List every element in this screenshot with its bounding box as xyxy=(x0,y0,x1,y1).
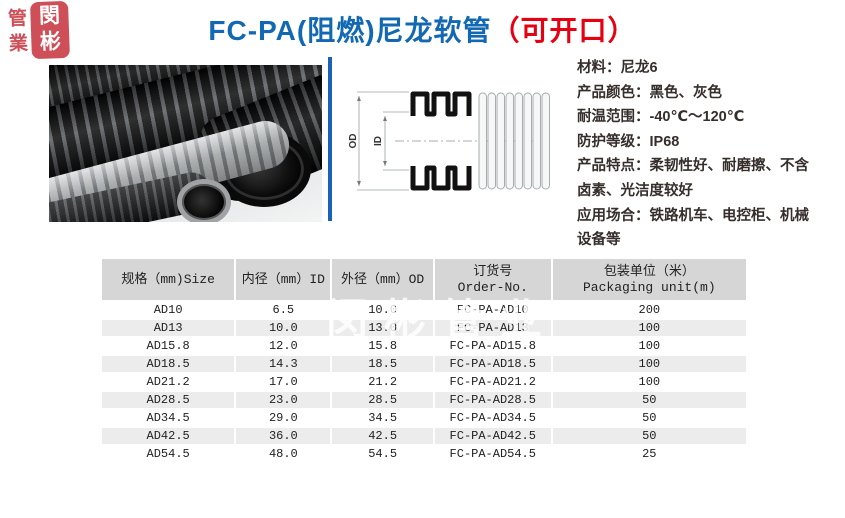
cell-id: 23.0 xyxy=(236,392,331,408)
cell-order: FC-PA-AD18.5 xyxy=(434,356,551,372)
spec-line-color: 产品颜色：黑色、灰色 xyxy=(577,84,722,101)
page-title: FC-PA(阻燃)尼龙软管（可开口） xyxy=(0,9,845,49)
table-row: AD10 6.5 10.0 FC-PA-AD10 200 xyxy=(102,302,746,318)
cell-od: 34.5 xyxy=(332,410,433,426)
tube-open-end xyxy=(177,179,231,222)
column-header-od: 外径（mm）OD xyxy=(332,259,433,300)
cell-id: 14.3 xyxy=(236,356,331,372)
cell-size: AD34.5 xyxy=(102,410,235,426)
table-row: AD13 10.0 13.0 FC-PA-AD13 100 xyxy=(102,320,746,336)
cell-order: FC-PA-AD28.5 xyxy=(434,392,551,408)
table-row: AD18.5 14.3 18.5 FC-PA-AD18.5 100 xyxy=(102,356,746,372)
product-photo xyxy=(49,65,322,222)
page-title-note: （可开口） xyxy=(491,15,637,46)
cell-pack: 50 xyxy=(552,410,746,426)
cell-pack: 50 xyxy=(552,428,746,444)
table-row: AD21.2 17.0 21.2 FC-PA-AD21.2 100 xyxy=(102,374,746,390)
spec-line-applications-2: 设备等 xyxy=(577,232,621,249)
spec-line-features-1: 产品特点：柔韧性好、耐磨擦、不含 xyxy=(577,158,809,175)
id-dimension-label: ID xyxy=(373,136,384,146)
column-header-packaging-cn: 包装单位（米） xyxy=(603,263,695,279)
spec-line-applications-1: 应用场合：铁路机车、电控柜、机械 xyxy=(577,207,809,224)
cell-od: 42.5 xyxy=(332,428,433,444)
spec-line-material: 材料：尼龙6 xyxy=(577,60,658,76)
cell-id: 17.0 xyxy=(236,374,331,390)
cell-od: 10.0 xyxy=(332,302,433,318)
cell-size: AD15.8 xyxy=(102,338,235,354)
cell-order: FC-PA-AD54.5 xyxy=(434,446,551,462)
cell-size: AD54.5 xyxy=(102,446,235,462)
cell-od: 28.5 xyxy=(332,392,433,408)
column-header-size: 规格（mm)Size xyxy=(102,259,235,300)
spec-line-protection: 防护等级：IP68 xyxy=(577,133,680,150)
od-id-dimension-diagram: OD ID xyxy=(348,91,550,191)
cell-pack: 100 xyxy=(552,338,746,354)
column-header-packaging: 包装单位（米） Packaging unit(m) xyxy=(552,259,746,300)
od-dimension-label: OD xyxy=(348,134,359,149)
specification-table: 规格（mm)Size 内径（mm）ID 外径（mm）OD 订货号 Order-N… xyxy=(100,257,748,464)
cell-id: 6.5 xyxy=(236,302,331,318)
cell-order: FC-PA-AD21.2 xyxy=(434,374,551,390)
product-specs: 材料：尼龙6 产品颜色：黑色、灰色 耐温范围：-40℃～120℃ 防护等级：IP… xyxy=(577,56,842,253)
column-header-order-cn: 订货号 xyxy=(473,263,513,279)
spec-line-features-2: 卤素、光洁度较好 xyxy=(577,182,693,199)
column-header-packaging-en: Packaging unit(m) xyxy=(583,279,716,295)
corrugation-rings xyxy=(478,92,550,190)
column-header-order: 订货号 Order-No. xyxy=(434,259,551,300)
cell-size: AD13 xyxy=(102,320,235,336)
cell-id: 48.0 xyxy=(236,446,331,462)
cell-pack: 100 xyxy=(552,320,746,336)
cell-id: 12.0 xyxy=(236,338,331,354)
page-title-main: FC-PA(阻燃)尼龙软管 xyxy=(208,15,492,46)
table-row: AD42.5 36.0 42.5 FC-PA-AD42.5 50 xyxy=(102,428,746,444)
cell-size: AD18.5 xyxy=(102,356,235,372)
cell-size: AD10 xyxy=(102,302,235,318)
cell-od: 15.8 xyxy=(332,338,433,354)
table-row: AD28.5 23.0 28.5 FC-PA-AD28.5 50 xyxy=(102,392,746,408)
cell-id: 10.0 xyxy=(236,320,331,336)
cell-pack: 100 xyxy=(552,356,746,372)
cell-size: AD21.2 xyxy=(102,374,235,390)
cell-od: 54.5 xyxy=(332,446,433,462)
cell-order: FC-PA-AD10 xyxy=(434,302,551,318)
table-row: AD54.5 48.0 54.5 FC-PA-AD54.5 25 xyxy=(102,446,746,462)
dimension-lines xyxy=(357,91,409,191)
cell-pack: 100 xyxy=(552,374,746,390)
table-row: AD15.8 12.0 15.8 FC-PA-AD15.8 100 xyxy=(102,338,746,354)
cell-id: 29.0 xyxy=(236,410,331,426)
column-header-order-en: Order-No. xyxy=(457,279,528,295)
cell-od: 13.0 xyxy=(332,320,433,336)
cell-od: 18.5 xyxy=(332,356,433,372)
cell-od: 21.2 xyxy=(332,374,433,390)
column-header-id: 内径（mm）ID xyxy=(236,259,331,300)
tube-wall-cross-section-top xyxy=(410,91,472,117)
cell-pack: 200 xyxy=(552,302,746,318)
cell-id: 36.0 xyxy=(236,428,331,444)
cell-order: FC-PA-AD42.5 xyxy=(434,428,551,444)
blue-divider-bar xyxy=(328,57,332,221)
cell-size: AD42.5 xyxy=(102,428,235,444)
table-row: AD34.5 29.0 34.5 FC-PA-AD34.5 50 xyxy=(102,410,746,426)
cell-order: FC-PA-AD34.5 xyxy=(434,410,551,426)
table-header-row: 规格（mm)Size 内径（mm）ID 外径（mm）OD 订货号 Order-N… xyxy=(102,259,746,300)
cell-pack: 25 xyxy=(552,446,746,462)
cell-pack: 50 xyxy=(552,392,746,408)
tube-wall-cross-section-bottom xyxy=(410,165,472,191)
cell-order: FC-PA-AD15.8 xyxy=(434,338,551,354)
cell-size: AD28.5 xyxy=(102,392,235,408)
cell-order: FC-PA-AD13 xyxy=(434,320,551,336)
spec-line-temperature: 耐温范围：-40℃～120℃ xyxy=(577,109,745,126)
